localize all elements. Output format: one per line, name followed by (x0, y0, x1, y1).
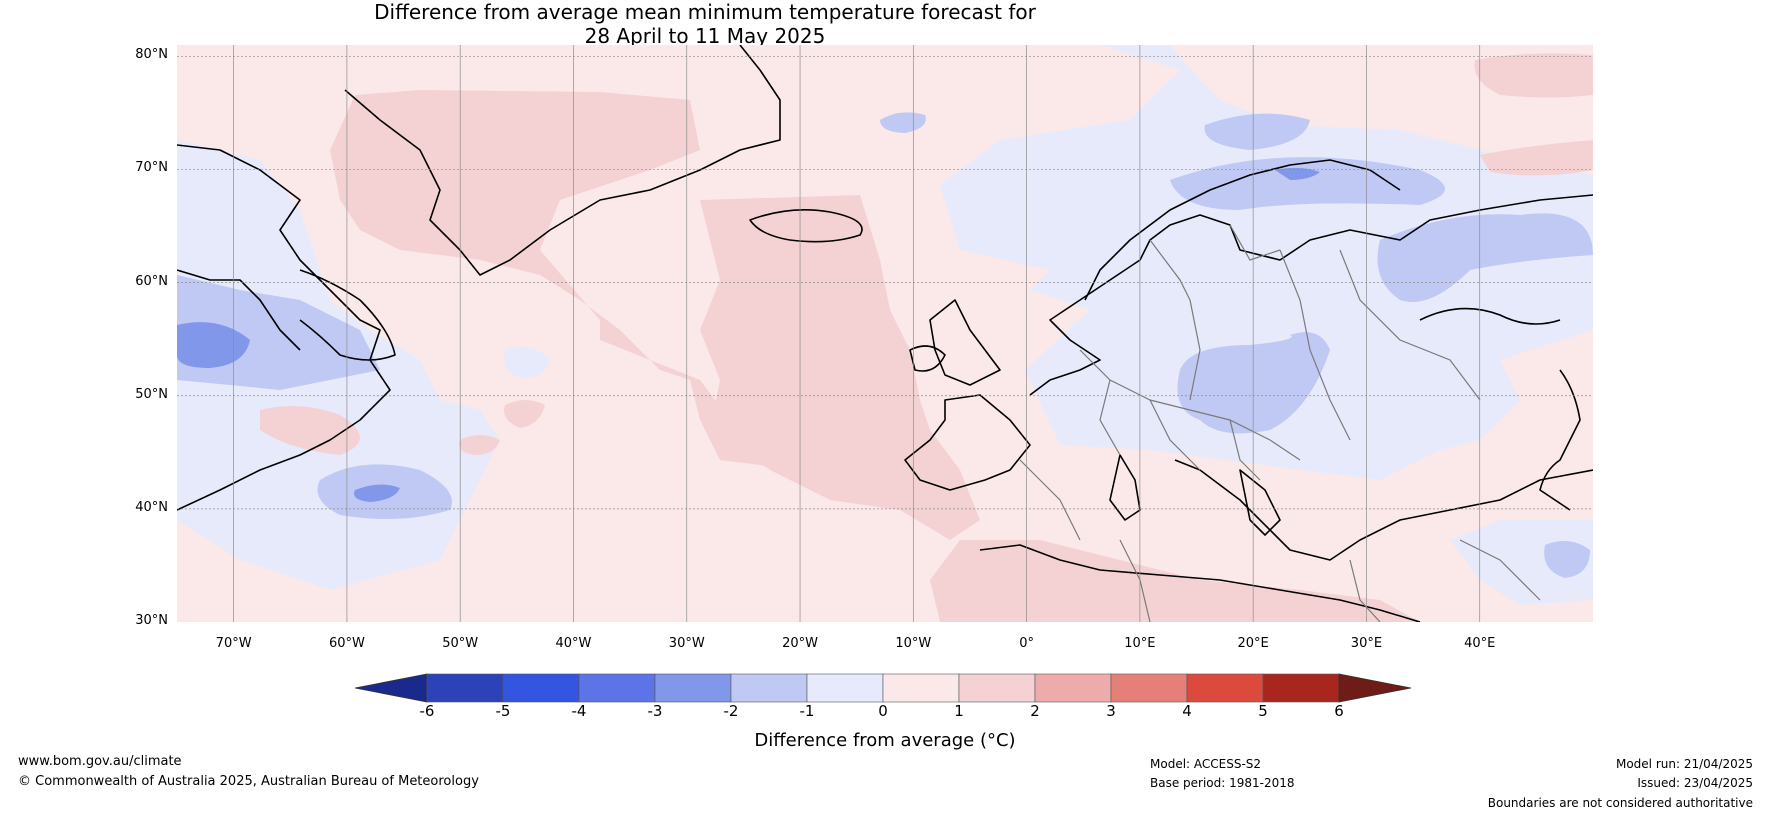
longitude-label: 0° (1019, 636, 1034, 651)
anomaly-region (330, 90, 960, 510)
colorbar-tick-label: 2 (1030, 702, 1040, 720)
anomaly-region (354, 484, 400, 502)
anomaly-region (260, 406, 360, 455)
footer-model-run: Model run: 21/04/2025 (1615, 757, 1753, 771)
anomaly-region (720, 45, 1593, 480)
colorbar-tick-label: 0 (878, 702, 888, 720)
colorbar-tick-label: 1 (954, 702, 964, 720)
colorbar-segment (502, 673, 580, 703)
colorbar-extend-high (1338, 673, 1412, 703)
anomaly-region (1544, 541, 1590, 578)
footer-model: Model: ACCESS-S2 (1150, 757, 1262, 771)
colorbar-tick-label: -3 (647, 702, 663, 720)
colorbar-tick-label: -6 (419, 702, 435, 720)
anomaly-region (1275, 167, 1320, 180)
latitude-label: 70°N (135, 160, 168, 176)
colorbar-tick-label: -5 (495, 702, 511, 720)
colorbar-segment (806, 673, 884, 703)
country-borders (1019, 224, 1541, 622)
colorbar-segment (1034, 673, 1112, 703)
latitude-label: 50°N (135, 386, 168, 402)
footer-disclaimer: Boundaries are not considered authoritat… (1487, 796, 1753, 810)
colorbar-tick-label: -2 (723, 702, 739, 720)
latitude-label: 40°N (135, 499, 168, 515)
latitude-label: 80°N (135, 47, 168, 63)
anomaly-region (1474, 53, 1593, 98)
longitude-label: 40°W (555, 636, 592, 651)
colorbar-tick-label: -4 (571, 702, 587, 720)
colorbar-extend-low (354, 673, 428, 703)
longitude-label: 50°W (442, 636, 479, 651)
colorbar-tick-label: 6 (1334, 702, 1344, 720)
anomaly-region (700, 195, 980, 540)
anomaly-region (1450, 520, 1593, 605)
colorbar-segment (426, 673, 504, 703)
anomaly-region (930, 540, 1420, 622)
colorbar-segment (882, 673, 960, 703)
anomaly-region (1377, 213, 1593, 302)
anomaly-region (177, 322, 250, 368)
longitude-label: 20°E (1237, 636, 1269, 651)
longitude-label: 70°W (215, 636, 252, 651)
colorbar-segment (578, 673, 656, 703)
longitude-label: 60°W (328, 636, 365, 651)
colorbar-segment (1186, 673, 1264, 703)
title-line-1: Difference from average mean minimum tem… (374, 0, 1036, 24)
colorbar (354, 673, 1412, 703)
colorbar-label: Difference from average (°C) (754, 730, 1016, 751)
map-area (177, 45, 1593, 622)
longitude-label: 30°E (1350, 636, 1383, 651)
colorbar-tick-label: 5 (1258, 702, 1268, 720)
anomaly-region (504, 346, 550, 379)
footer-issued: Issued: 23/04/2025 (1637, 776, 1753, 790)
anomaly-region (880, 112, 926, 133)
colorbar-segment (654, 673, 732, 703)
colorbar-segment (1262, 673, 1340, 703)
anomaly-region (1177, 332, 1330, 434)
latitude-label: 60°N (135, 273, 168, 289)
anomaly-region (1170, 157, 1445, 210)
anomaly-region (459, 435, 500, 455)
longitude-label: 40°E (1464, 636, 1496, 651)
colorbar-tick-label: 4 (1182, 702, 1192, 720)
colorbar-tick-label: -1 (799, 702, 815, 720)
colorbar-segment (958, 673, 1036, 703)
longitude-label: 20°W (782, 636, 818, 651)
longitude-label: 30°W (668, 636, 705, 651)
anomaly-region (1204, 113, 1310, 150)
graticule (177, 45, 1593, 622)
footer-base-period: Base period: 1981-2018 (1150, 776, 1295, 790)
anomaly-region (1480, 140, 1593, 176)
footer-url[interactable]: www.bom.gov.au/climate (18, 754, 182, 769)
longitude-label: 10°W (895, 636, 932, 651)
map-title: Difference from average mean minimum tem… (0, 0, 1410, 48)
anomaly-region (504, 400, 545, 428)
latitude-label: 30°N (135, 613, 168, 628)
coastlines (177, 45, 1593, 622)
colorbar-tick-label: 3 (1106, 702, 1116, 720)
colorbar-segment (1110, 673, 1188, 703)
longitude-label: 10°E (1124, 636, 1156, 651)
colorbar-segment (730, 673, 808, 703)
title-line-2: 28 April to 11 May 2025 (584, 24, 826, 48)
footer-copyright: © Commonwealth of Australia 2025, Austra… (18, 774, 479, 789)
